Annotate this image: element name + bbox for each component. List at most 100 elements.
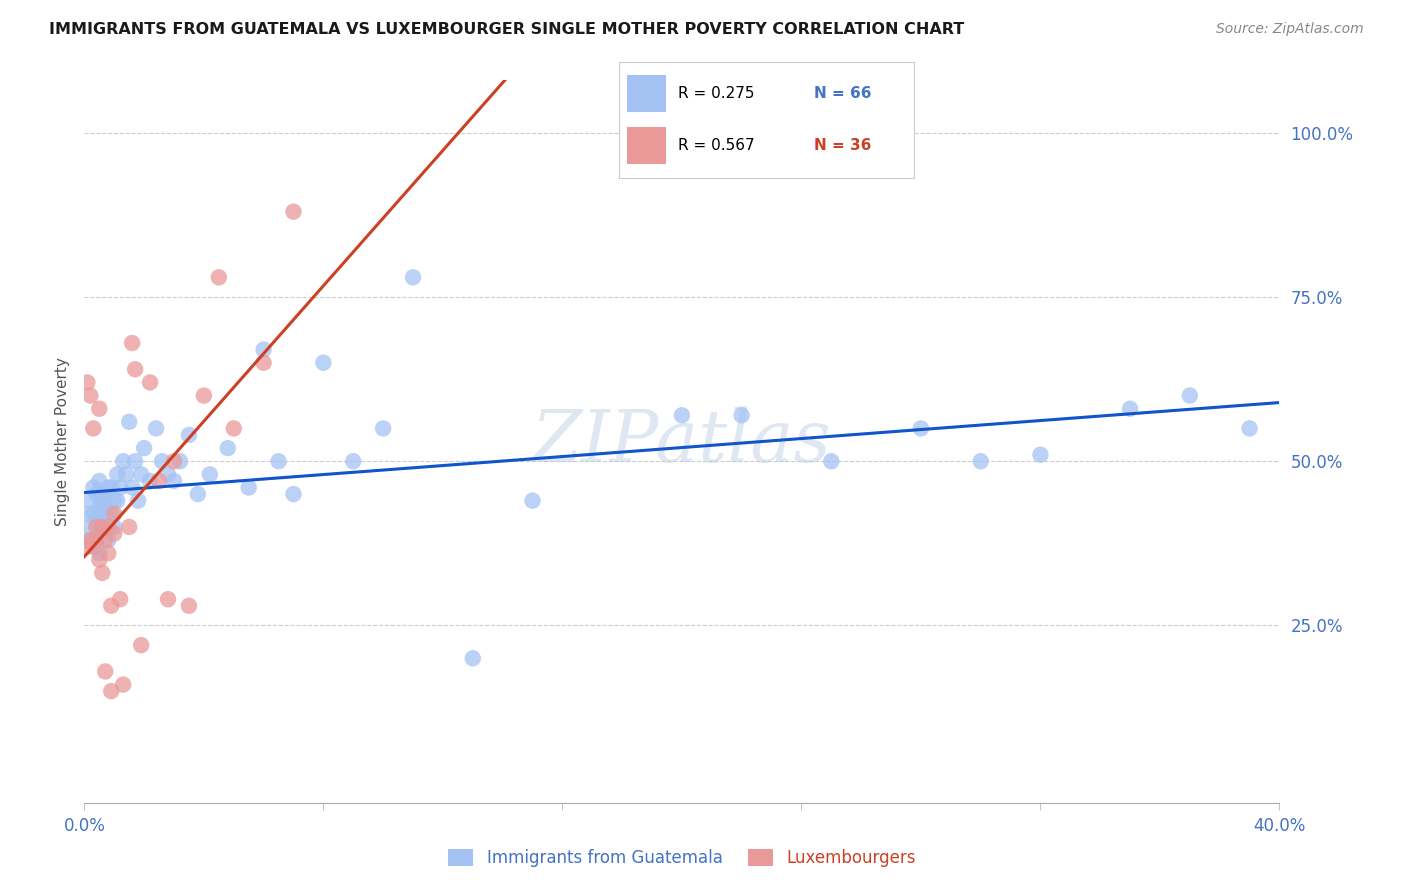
Point bbox=[94, 493, 117, 508]
Point bbox=[86, 487, 108, 501]
Point bbox=[76, 533, 98, 547]
Point bbox=[208, 270, 231, 285]
Point bbox=[217, 441, 239, 455]
Text: R = 0.567: R = 0.567 bbox=[678, 138, 754, 153]
Point bbox=[238, 481, 260, 495]
Point bbox=[283, 487, 305, 501]
Point bbox=[1178, 388, 1201, 402]
Legend: Immigrants from Guatemala, Luxembourgers: Immigrants from Guatemala, Luxembourgers bbox=[441, 842, 922, 874]
Text: ZIPatlas: ZIPatlas bbox=[531, 406, 832, 477]
Point bbox=[1119, 401, 1142, 416]
Point bbox=[124, 454, 146, 468]
Point bbox=[86, 513, 108, 527]
Point bbox=[86, 533, 108, 547]
Point bbox=[79, 533, 101, 547]
Point bbox=[91, 513, 114, 527]
Point bbox=[373, 421, 395, 435]
Point bbox=[124, 362, 146, 376]
Point bbox=[94, 533, 117, 547]
Bar bbox=[627, 128, 666, 164]
Point bbox=[198, 467, 221, 482]
Point bbox=[89, 474, 111, 488]
Point bbox=[139, 474, 162, 488]
Point bbox=[100, 684, 122, 698]
Point bbox=[89, 500, 111, 515]
Point bbox=[103, 526, 125, 541]
Point bbox=[112, 677, 135, 691]
Point bbox=[118, 415, 141, 429]
Point bbox=[91, 566, 114, 580]
Point bbox=[79, 388, 101, 402]
Point bbox=[79, 493, 101, 508]
Point bbox=[177, 599, 200, 613]
Point bbox=[129, 467, 152, 482]
Point bbox=[100, 481, 122, 495]
Text: N = 36: N = 36 bbox=[814, 138, 870, 153]
Point bbox=[1239, 421, 1261, 435]
Point bbox=[253, 343, 276, 357]
Point bbox=[110, 592, 132, 607]
Point bbox=[522, 493, 544, 508]
Point bbox=[100, 599, 122, 613]
Point bbox=[267, 454, 290, 468]
Point bbox=[89, 546, 111, 560]
Point bbox=[89, 553, 111, 567]
Point bbox=[187, 487, 209, 501]
Point bbox=[86, 520, 108, 534]
Point bbox=[115, 467, 138, 482]
Point bbox=[76, 376, 98, 390]
Text: N = 66: N = 66 bbox=[814, 87, 870, 102]
Point bbox=[105, 467, 128, 482]
Point bbox=[150, 454, 173, 468]
Point bbox=[157, 467, 180, 482]
Point bbox=[97, 481, 120, 495]
Point bbox=[671, 409, 693, 423]
Point bbox=[103, 507, 125, 521]
Point bbox=[253, 356, 276, 370]
Point bbox=[89, 526, 111, 541]
Point bbox=[461, 651, 484, 665]
Point bbox=[97, 520, 120, 534]
Point bbox=[157, 592, 180, 607]
Point bbox=[222, 421, 245, 435]
Point bbox=[103, 520, 125, 534]
Text: IMMIGRANTS FROM GUATEMALA VS LUXEMBOURGER SINGLE MOTHER POVERTY CORRELATION CHAR: IMMIGRANTS FROM GUATEMALA VS LUXEMBOURGE… bbox=[49, 22, 965, 37]
Text: R = 0.275: R = 0.275 bbox=[678, 87, 754, 102]
Point bbox=[283, 204, 305, 219]
Point bbox=[731, 409, 754, 423]
Point bbox=[82, 481, 104, 495]
Point bbox=[163, 474, 186, 488]
Point bbox=[97, 546, 120, 560]
Point bbox=[193, 388, 215, 402]
Point bbox=[129, 638, 152, 652]
Point bbox=[139, 376, 162, 390]
Point bbox=[121, 336, 143, 351]
Point bbox=[342, 454, 364, 468]
Point bbox=[91, 487, 114, 501]
Point bbox=[91, 520, 114, 534]
Bar bbox=[627, 75, 666, 112]
Point bbox=[100, 507, 122, 521]
Point bbox=[89, 401, 111, 416]
Point bbox=[94, 665, 117, 679]
Point bbox=[148, 474, 170, 488]
Point bbox=[82, 421, 104, 435]
Point bbox=[82, 533, 104, 547]
Point bbox=[97, 533, 120, 547]
Point bbox=[91, 500, 114, 515]
Point bbox=[127, 493, 149, 508]
Point bbox=[86, 540, 108, 554]
Point bbox=[402, 270, 425, 285]
Point bbox=[118, 520, 141, 534]
Point bbox=[76, 507, 98, 521]
Point bbox=[112, 454, 135, 468]
Point bbox=[970, 454, 993, 468]
Y-axis label: Single Mother Poverty: Single Mother Poverty bbox=[55, 357, 70, 526]
Point bbox=[82, 507, 104, 521]
Point bbox=[94, 507, 117, 521]
Point bbox=[163, 454, 186, 468]
Point bbox=[1029, 448, 1052, 462]
Point bbox=[79, 520, 101, 534]
Point bbox=[110, 481, 132, 495]
Point bbox=[910, 421, 932, 435]
